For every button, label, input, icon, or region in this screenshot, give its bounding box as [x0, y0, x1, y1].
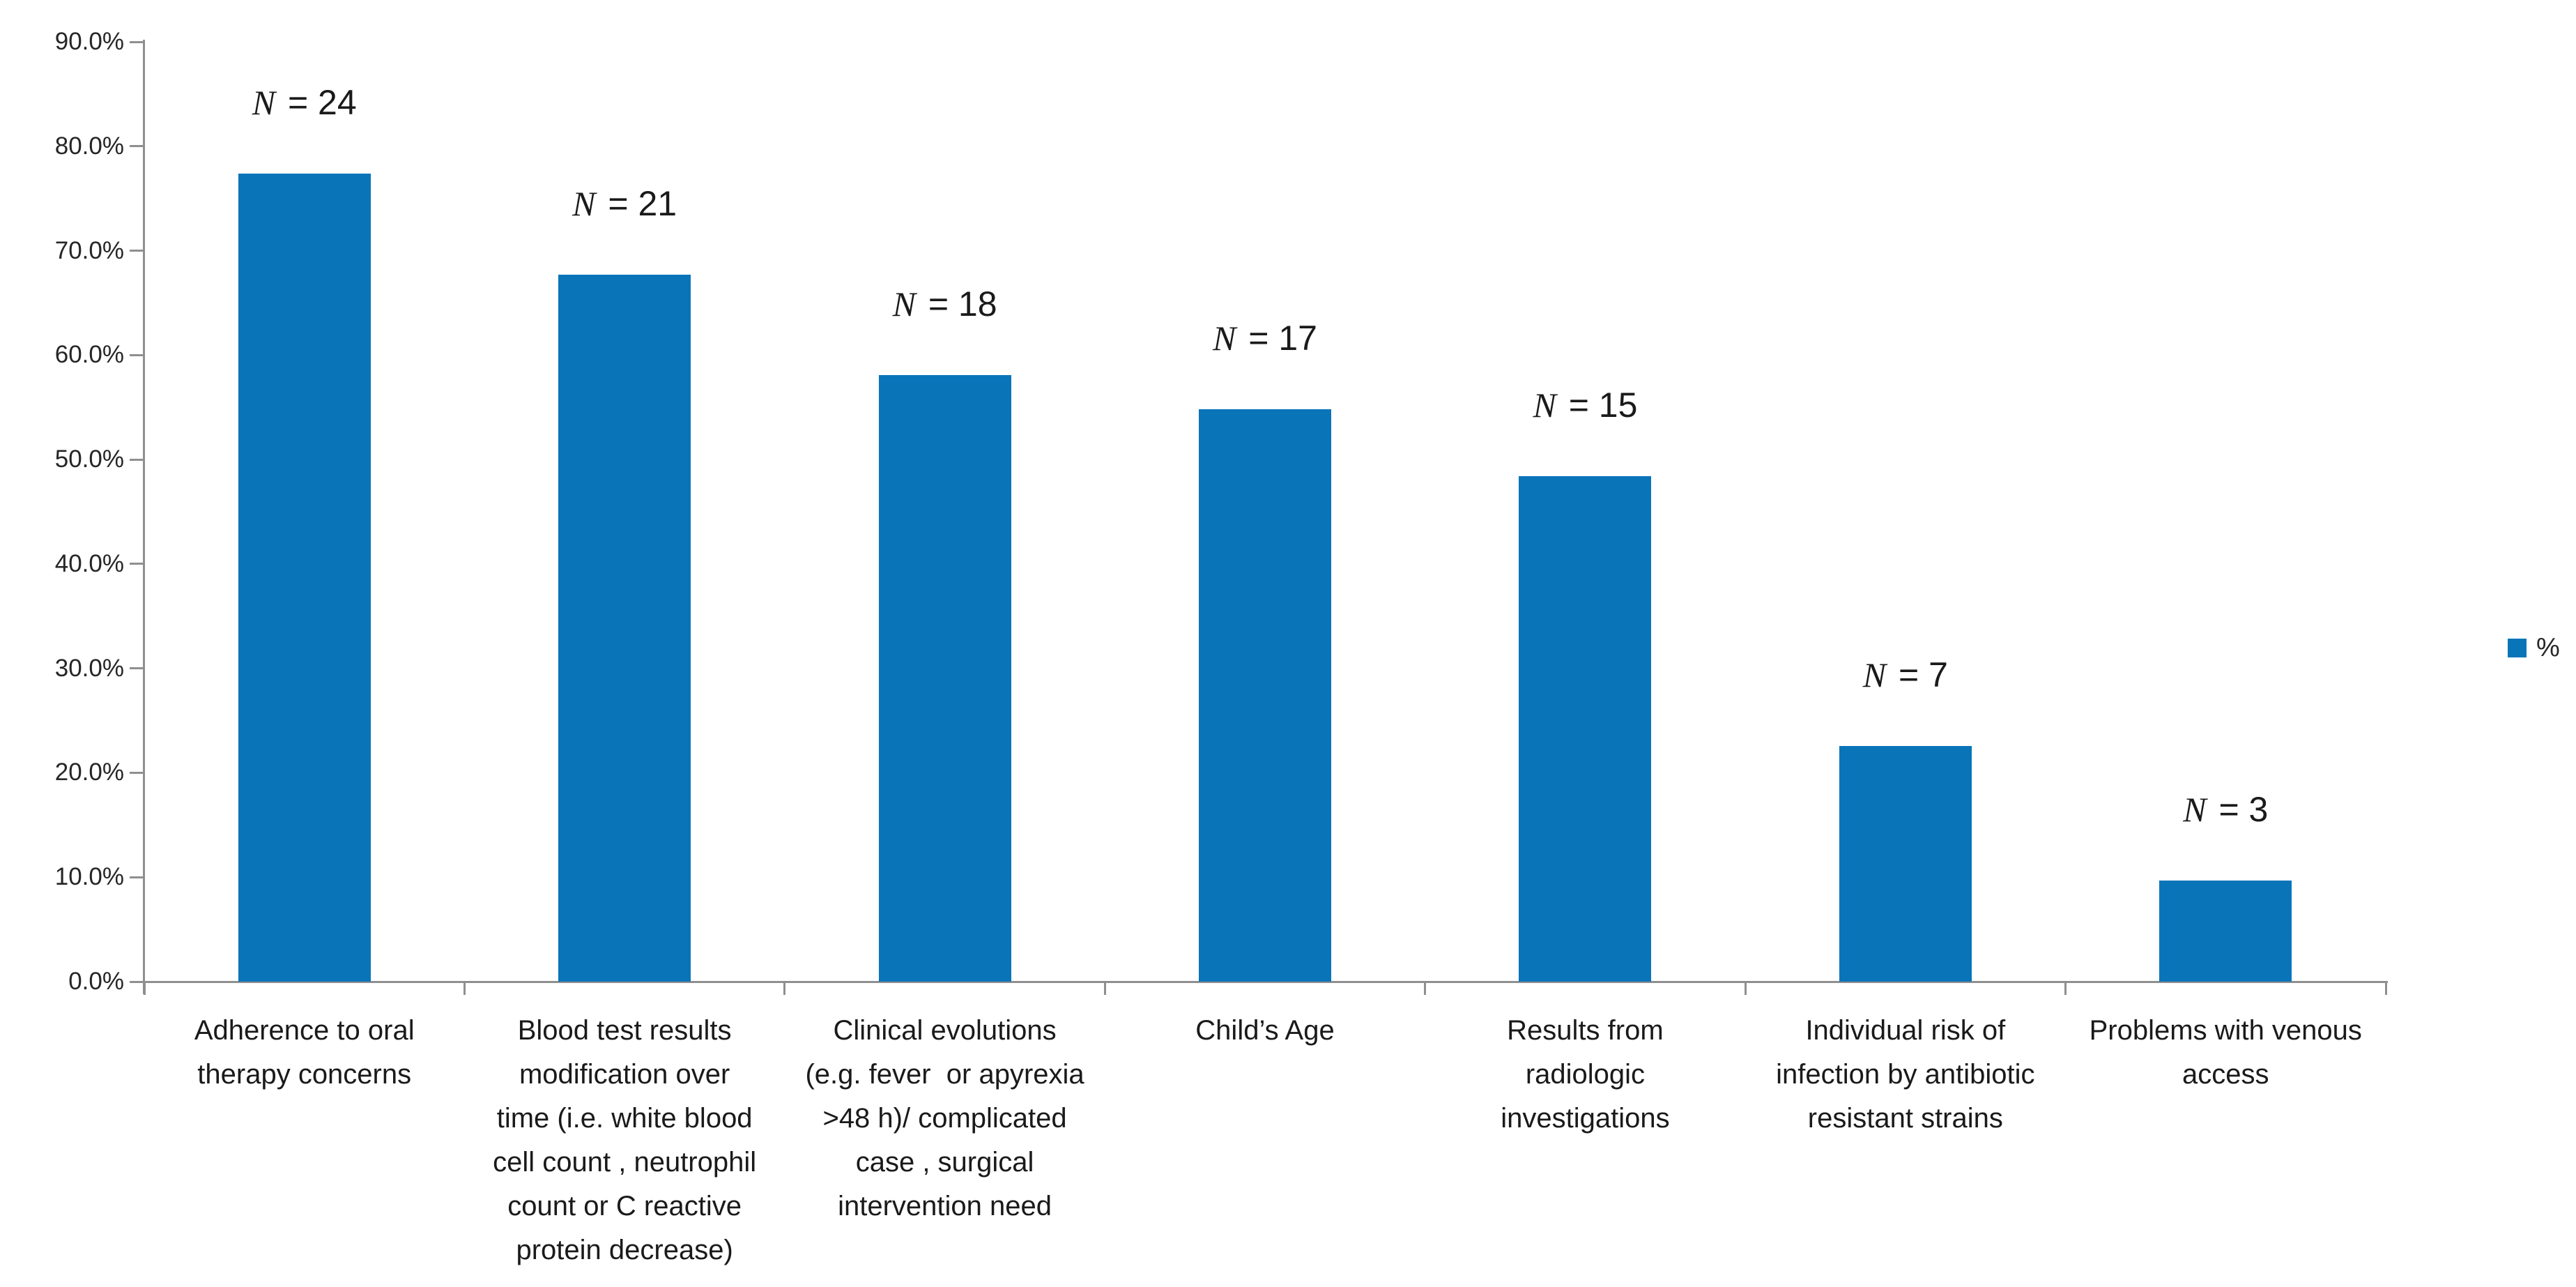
- y-tick-label: 70.0%: [54, 236, 124, 264]
- y-tick-mark: [130, 876, 144, 878]
- bar: [1839, 745, 1972, 982]
- y-tick-label: 30.0%: [54, 654, 124, 682]
- bar-value-label: N = 3: [2183, 789, 2269, 829]
- bar: [1199, 409, 1331, 982]
- y-tick-label: 90.0%: [54, 28, 124, 55]
- bar: [878, 374, 1011, 982]
- x-tick-mark: [2064, 982, 2067, 995]
- bar-value-label: N = 17: [1213, 319, 1317, 358]
- category-label: Child’s Age: [1195, 1015, 1335, 1046]
- y-tick-mark: [130, 353, 144, 356]
- y-tick-label: 10.0%: [54, 863, 124, 891]
- x-tick-mark: [1103, 982, 1106, 995]
- category-label: Blood test results modification over tim…: [493, 1015, 757, 1265]
- legend: %: [2508, 633, 2560, 663]
- y-tick-label: 60.0%: [54, 341, 124, 369]
- bar-value-label: N = 18: [892, 284, 997, 323]
- bar: [2159, 880, 2292, 982]
- y-tick-label: 40.0%: [54, 549, 124, 577]
- category-label: Individual risk of infection by antibiot…: [1776, 1015, 2035, 1134]
- y-tick-mark: [130, 458, 144, 461]
- bar-value-label: N = 24: [252, 82, 357, 122]
- y-tick-label: 20.0%: [54, 759, 124, 786]
- x-tick-mark: [143, 982, 146, 995]
- bar-value-label: N = 7: [1862, 655, 1948, 694]
- bar: [238, 173, 371, 982]
- x-tick-mark: [783, 982, 786, 995]
- x-axis-line: [143, 981, 2388, 983]
- y-tick-mark: [130, 980, 144, 983]
- category-label: Clinical evolutions (e.g. fever or apyre…: [805, 1015, 1084, 1221]
- y-tick-mark: [130, 563, 144, 565]
- y-tick-mark: [130, 40, 144, 43]
- bar-value-label: N = 21: [572, 184, 677, 223]
- legend-label: %: [2536, 633, 2560, 662]
- x-tick-mark: [2384, 982, 2387, 995]
- category-label: Problems with venous access: [2089, 1015, 2362, 1090]
- y-tick-label: 0.0%: [68, 968, 124, 995]
- y-tick-mark: [130, 771, 144, 774]
- y-tick-label: 80.0%: [54, 132, 124, 160]
- bar: [1519, 476, 1652, 982]
- x-tick-mark: [463, 982, 466, 995]
- y-tick-label: 50.0%: [54, 446, 124, 473]
- y-tick-mark: [130, 145, 144, 148]
- category-label: Results from radiologic investigations: [1501, 1015, 1670, 1134]
- x-tick-mark: [1744, 982, 1747, 995]
- y-tick-mark: [130, 250, 144, 252]
- y-axis-line: [143, 40, 145, 994]
- bar: [558, 275, 691, 982]
- x-tick-mark: [1424, 982, 1427, 995]
- category-label: Adherence to oral therapy concerns: [194, 1015, 415, 1090]
- legend-swatch-icon: [2508, 639, 2527, 657]
- bar-value-label: N = 15: [1533, 386, 1638, 425]
- y-tick-mark: [130, 667, 144, 670]
